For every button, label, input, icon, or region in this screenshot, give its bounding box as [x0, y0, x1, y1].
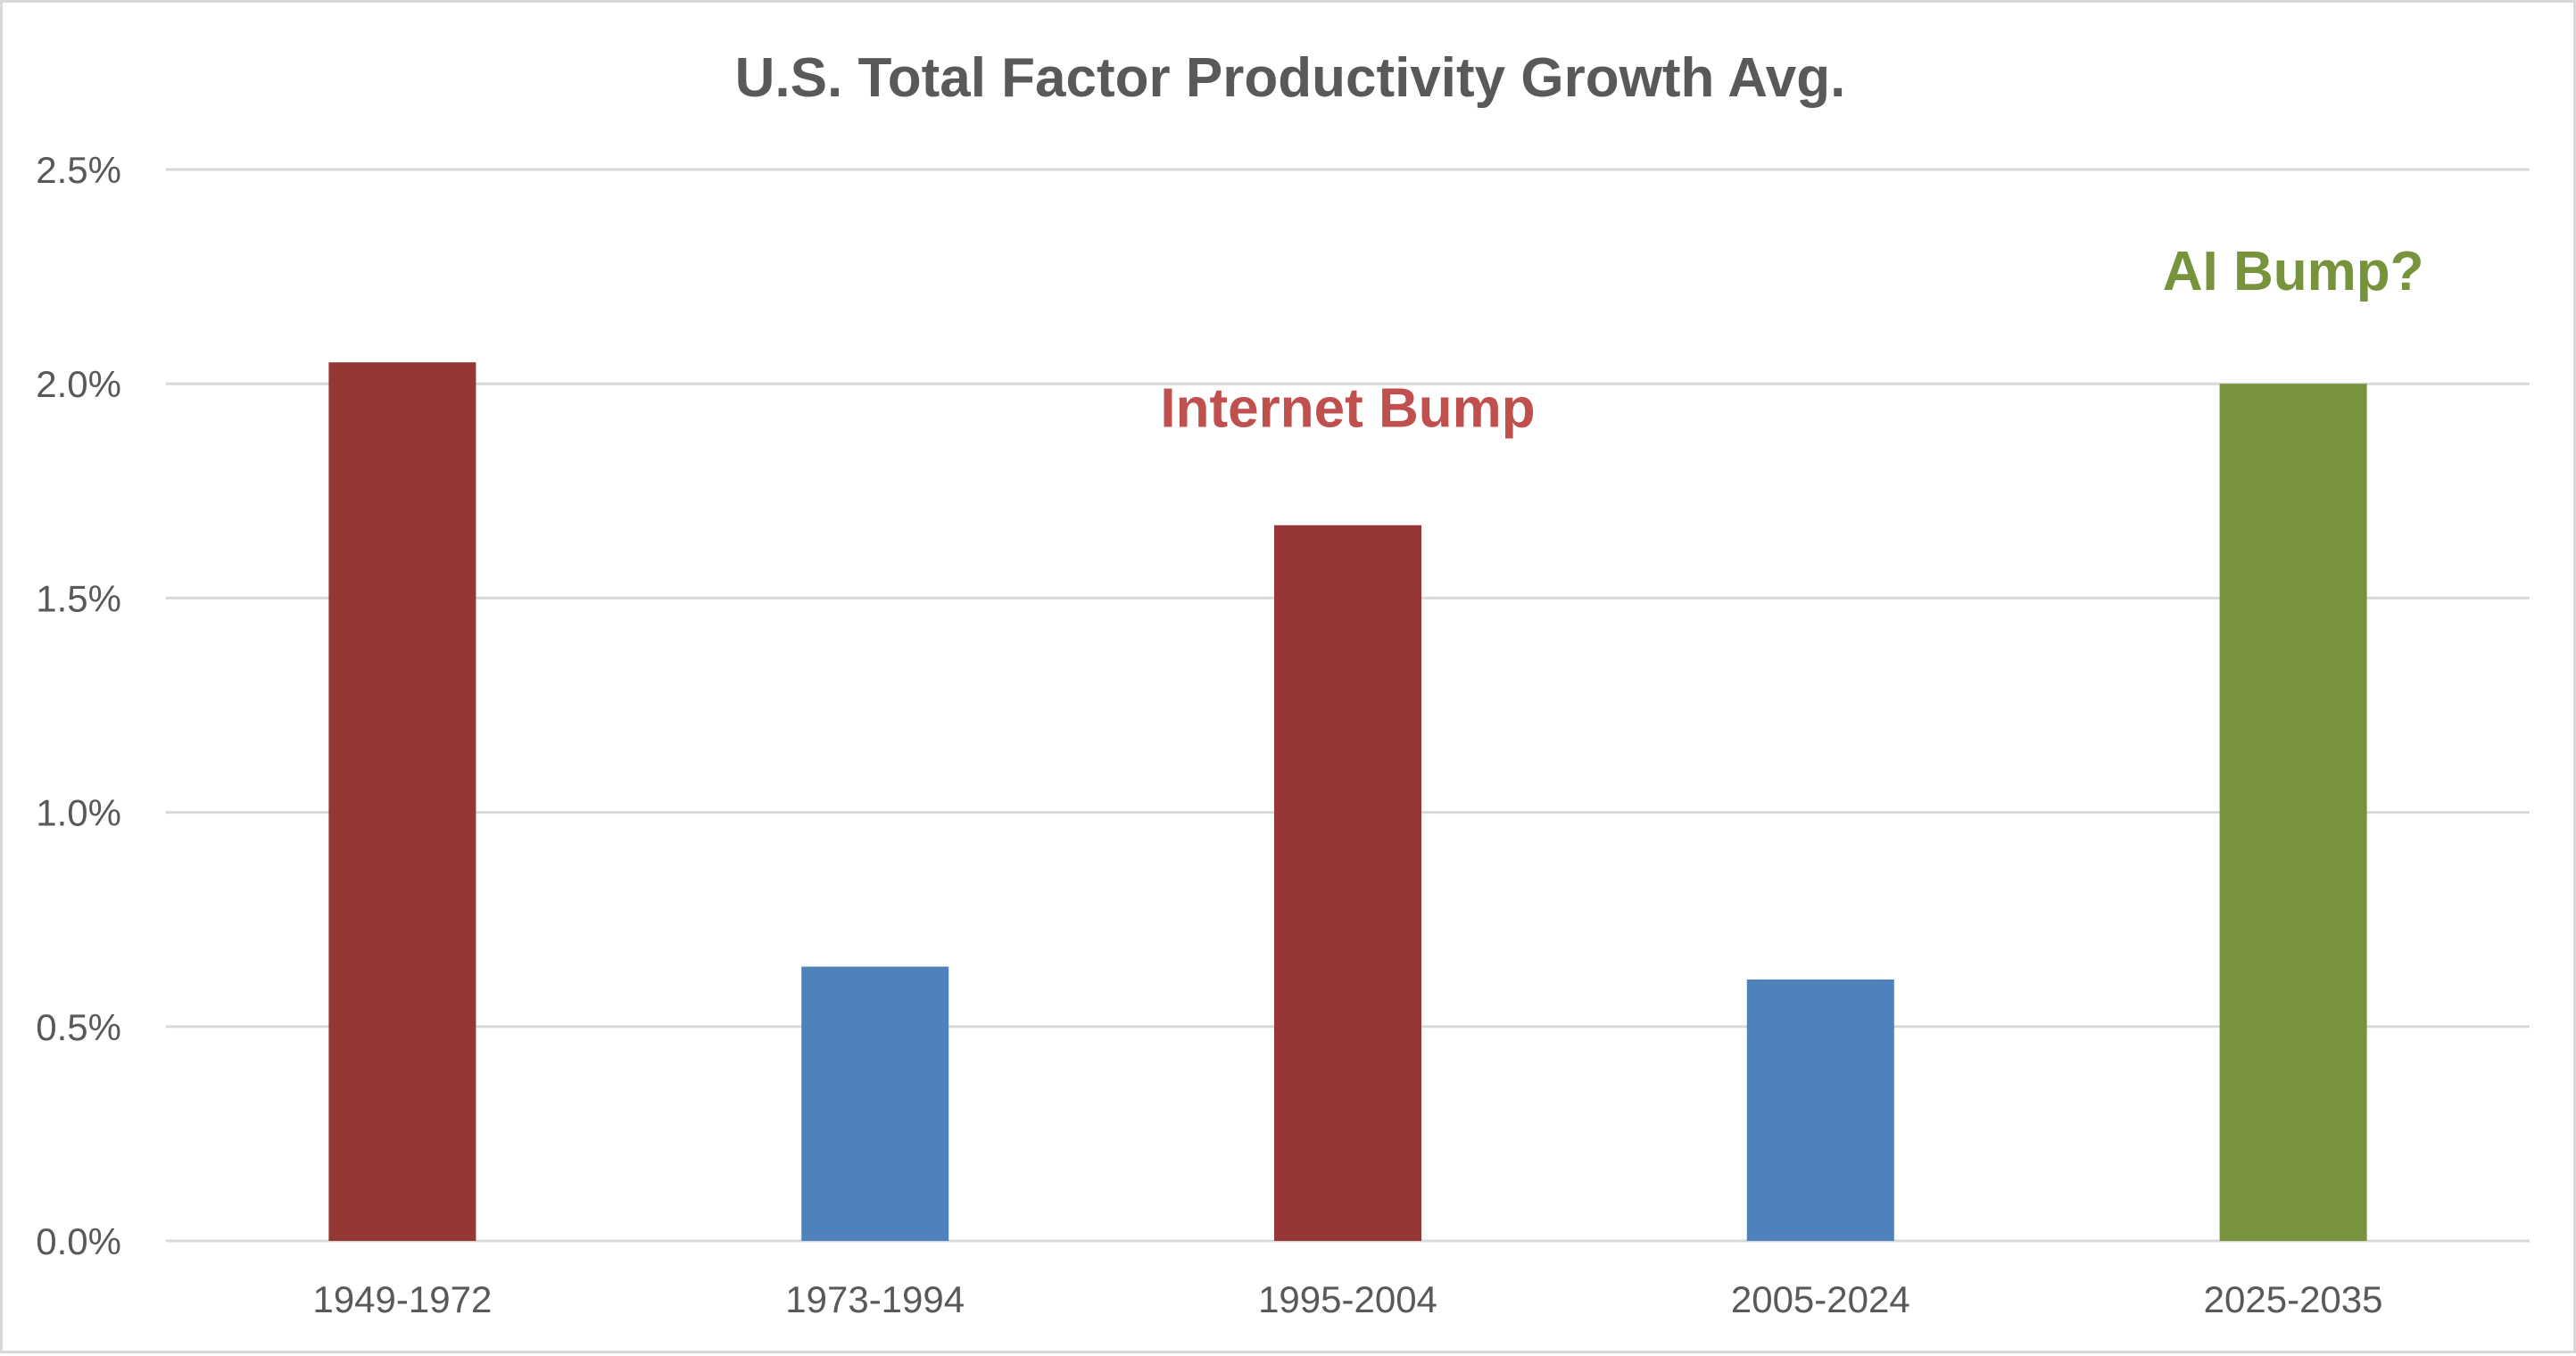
- y-tick-label: 0.0%: [36, 1220, 121, 1262]
- annotation-label: AI Bump?: [2163, 241, 2424, 302]
- bar-1949-1972: [328, 362, 476, 1241]
- chart-title: U.S. Total Factor Productivity Growth Av…: [735, 47, 1846, 109]
- bar-1995-2004: [1274, 525, 1421, 1241]
- x-tick-label: 1973-1994: [785, 1278, 965, 1320]
- x-tick-label: 1949-1972: [312, 1278, 492, 1320]
- x-axis-tick-labels: 1949-1972 1973-1994 1995-2004 2005-2024 2025…: [312, 1278, 2382, 1320]
- y-tick-label: 2.5%: [36, 149, 121, 191]
- annotation-label: Internet Bump: [1160, 378, 1535, 440]
- bar-chart: U.S. Total Factor Productivity Growth Av…: [36, 47, 2530, 1320]
- x-tick-label: 2005-2024: [1731, 1278, 1910, 1320]
- x-tick-label: 2025-2035: [2204, 1278, 2383, 1320]
- y-tick-label: 1.0%: [36, 792, 121, 834]
- y-tick-label: 0.5%: [36, 1006, 121, 1048]
- y-axis-tick-labels: 0.0% 0.5% 1.0% 1.5% 2.0% 2.5%: [36, 149, 121, 1262]
- annotations: Internet Bump AI Bump?: [1160, 241, 2423, 440]
- y-tick-label: 1.5%: [36, 577, 121, 619]
- y-tick-label: 2.0%: [36, 363, 121, 405]
- bar-1973-1994: [801, 966, 949, 1241]
- bar-2025-2035: [2219, 384, 2367, 1241]
- bars: [328, 362, 2367, 1241]
- x-tick-label: 1995-2004: [1258, 1278, 1437, 1320]
- bar-2005-2024: [1746, 979, 1894, 1241]
